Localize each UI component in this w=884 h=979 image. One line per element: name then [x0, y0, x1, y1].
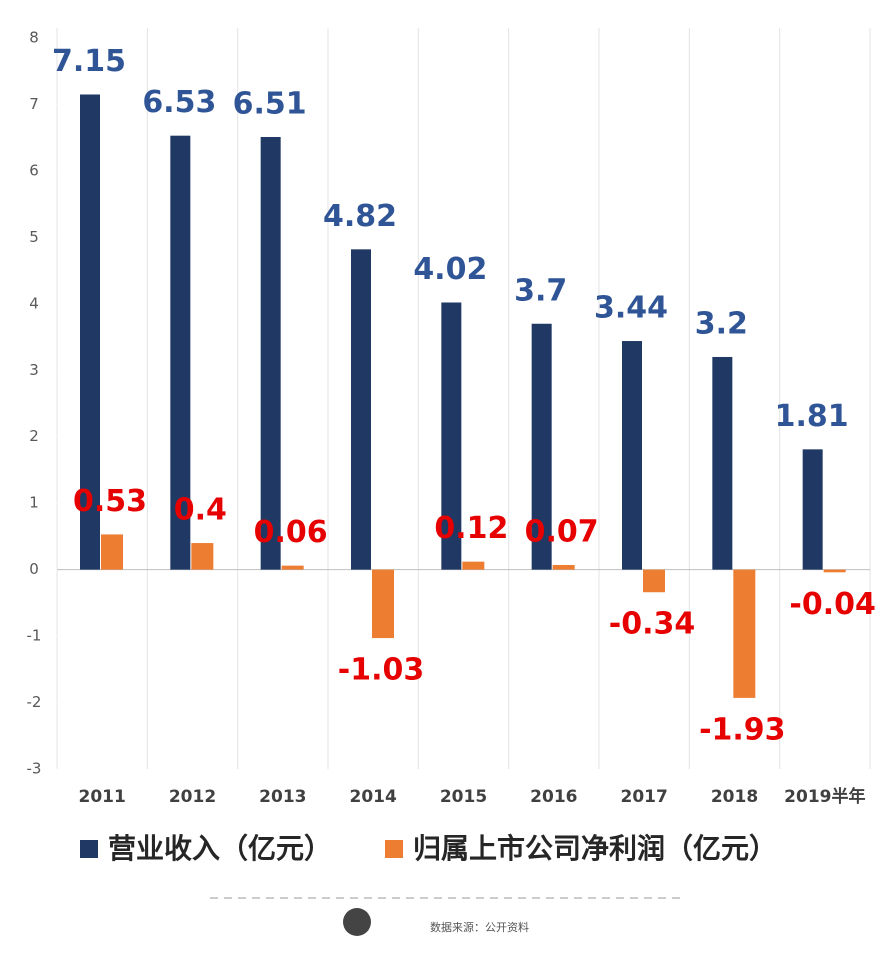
- data-label: -0.04: [789, 587, 875, 622]
- y-tick-label: 8: [29, 29, 39, 47]
- y-tick-label: 7: [29, 95, 39, 113]
- x-tick-label: 2011: [79, 787, 126, 807]
- data-label: 4.02: [413, 252, 487, 287]
- legend-swatch: [80, 840, 98, 858]
- bar: [643, 569, 665, 593]
- x-tick-label: 2019半年: [784, 786, 865, 807]
- bar: [441, 302, 462, 570]
- data-label: 0.12: [434, 511, 508, 546]
- data-label: -1.03: [338, 653, 424, 688]
- data-label: 0.4: [174, 493, 227, 528]
- y-tick-label: 3: [29, 361, 39, 379]
- data-label: -0.34: [609, 607, 695, 642]
- data-label: 3.44: [594, 291, 668, 326]
- data-label: 3.2: [695, 306, 748, 341]
- legend-label: 营业收入（亿元）: [108, 832, 332, 865]
- y-tick-label: -1: [27, 627, 42, 645]
- legend-label: 归属上市公司净利润（亿元）: [413, 832, 777, 865]
- data-label: 3.7: [514, 273, 567, 308]
- legend-swatch: [385, 840, 403, 858]
- y-tick-label: 4: [29, 294, 39, 312]
- bar: [622, 341, 642, 570]
- y-tick-label: 6: [29, 161, 39, 179]
- bar: [802, 449, 823, 570]
- bar: [372, 569, 394, 639]
- x-tick-label: 2014: [350, 787, 397, 807]
- x-tick-label: 2012: [169, 787, 216, 807]
- data-label: 6.53: [142, 85, 216, 120]
- data-label: -1.93: [699, 712, 785, 747]
- source-note: 数据来源：公开资料: [430, 920, 529, 934]
- bar: [733, 569, 756, 698]
- data-label: 4.82: [323, 199, 397, 234]
- logo: [343, 908, 371, 936]
- bar: [823, 569, 846, 573]
- x-tick-label: 2016: [530, 787, 577, 807]
- bar: [191, 543, 214, 570]
- x-tick-label: 2017: [621, 787, 668, 807]
- data-label: 1.81: [775, 399, 849, 434]
- y-tick-label: -2: [27, 693, 42, 711]
- y-tick-label: 1: [29, 494, 39, 512]
- bar: [170, 135, 191, 570]
- bar: [260, 137, 281, 570]
- x-tick-label: 2018: [711, 787, 758, 807]
- data-label: 6.51: [233, 87, 307, 122]
- y-tick-label: 5: [29, 228, 39, 246]
- bar: [351, 249, 371, 570]
- bar: [101, 534, 123, 570]
- bar: [462, 561, 485, 570]
- data-label: 7.15: [52, 44, 126, 79]
- data-label: 0.06: [254, 515, 328, 550]
- y-tick-label: 2: [29, 427, 39, 445]
- x-tick-label: 2013: [259, 787, 306, 807]
- bar: [552, 564, 575, 570]
- bar: [712, 356, 733, 570]
- bar: [80, 94, 100, 570]
- y-tick-label: 0: [29, 560, 39, 578]
- data-label: 0.53: [73, 484, 147, 519]
- bar: [281, 565, 304, 570]
- x-tick-label: 2015: [440, 787, 487, 807]
- y-tick-label: -3: [27, 760, 42, 778]
- bar: [531, 323, 552, 570]
- data-label: 0.07: [525, 514, 599, 549]
